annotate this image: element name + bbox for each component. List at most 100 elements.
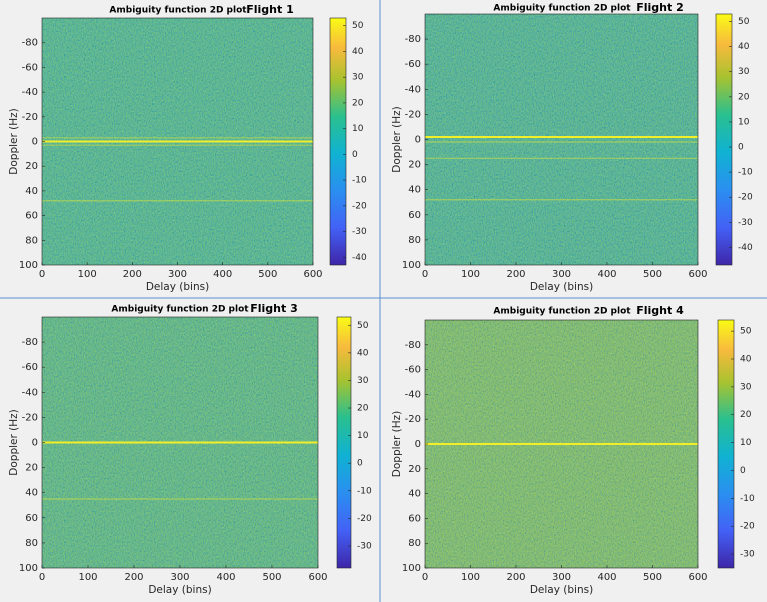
x-tick-label: 300 [168, 269, 187, 280]
colorbar-tick-label: -10 [738, 168, 753, 178]
colorbar-tick-label: 10 [740, 438, 752, 448]
colorbar-tick-label: -20 [352, 201, 367, 211]
y-tick-label: -60 [405, 365, 421, 376]
flight-label: Flight 1 [246, 3, 294, 16]
x-tick-label: 600 [688, 269, 707, 280]
x-tick-label: 100 [78, 572, 97, 583]
y-tick-label: 80 [25, 235, 38, 246]
y-tick-label: 0 [415, 439, 421, 450]
x-tick-label: 300 [552, 572, 571, 583]
chart-title: Ambiguity function 2D plot [493, 307, 631, 317]
colorbar-tick-label: 0 [740, 466, 746, 476]
x-tick-label: 500 [643, 572, 662, 583]
y-tick-label: -20 [22, 112, 38, 123]
y-axis-label: Doppler (Hz) [391, 411, 403, 477]
y-tick-label: 60 [25, 513, 38, 524]
x-tick-label: 0 [422, 572, 428, 583]
colorbar [329, 17, 347, 266]
y-tick-label: 100 [402, 563, 421, 574]
colorbar-tick-label: -30 [740, 550, 755, 560]
y-tick-label: 60 [408, 210, 421, 221]
colorbar [715, 13, 733, 266]
x-tick-label: 400 [597, 572, 616, 583]
y-tick-label: 40 [408, 185, 421, 196]
y-tick-label: -60 [22, 62, 38, 73]
y-axis-label: Doppler (Hz) [8, 409, 20, 475]
y-tick-label: 60 [25, 211, 38, 222]
y-tick-label: 20 [25, 463, 38, 474]
y-tick-label: -80 [22, 337, 38, 348]
y-tick-label: 20 [408, 464, 421, 475]
y-tick-label: 80 [25, 538, 38, 549]
colorbar-tick-label: 20 [738, 92, 750, 102]
colorbar-tick-label: -10 [352, 176, 367, 186]
x-tick-label: 500 [262, 572, 281, 583]
x-tick-label: 100 [461, 572, 480, 583]
x-tick-label: 400 [213, 269, 232, 280]
colorbar-tick-label: 10 [352, 124, 364, 134]
x-tick-label: 400 [216, 572, 235, 583]
x-tick-label: 0 [39, 269, 45, 280]
colorbar-tick-label: 30 [740, 382, 752, 392]
x-tick-label: 600 [303, 269, 322, 280]
colorbar-tick-label: -40 [352, 253, 367, 263]
x-tick-label: 400 [597, 269, 616, 280]
y-tick-label: 40 [25, 488, 38, 499]
y-tick-label: 100 [402, 260, 421, 271]
x-tick-label: 100 [78, 269, 97, 280]
x-tick-label: 0 [39, 572, 45, 583]
x-tick-label: 600 [308, 572, 327, 583]
colorbar-tick-label: -30 [352, 227, 367, 237]
y-tick-label: 80 [408, 235, 421, 246]
y-tick-label: -80 [22, 38, 38, 49]
y-tick-label: 0 [32, 137, 38, 148]
colorbar-tick-label: 50 [352, 21, 364, 31]
x-tick-label: 500 [258, 269, 277, 280]
y-axis-label: Doppler (Hz) [391, 106, 403, 172]
flight-label: Flight 2 [636, 1, 684, 14]
y-tick-label: -20 [22, 412, 38, 423]
x-axis-label: Delay (bins) [530, 281, 593, 293]
y-tick-label: 100 [19, 563, 38, 574]
x-tick-label: 200 [124, 572, 143, 583]
colorbar-tick-label: -20 [357, 514, 372, 524]
y-tick-label: 100 [19, 260, 38, 271]
y-tick-label: 40 [408, 489, 421, 500]
x-tick-label: 200 [123, 269, 142, 280]
x-axis-label: Delay (bins) [148, 584, 211, 596]
x-tick-label: 600 [688, 572, 707, 583]
y-axis-label: Doppler (Hz) [8, 108, 20, 174]
y-tick-label: -20 [405, 414, 421, 425]
chart-title: Ambiguity function 2D plot [111, 305, 249, 315]
y-tick-label: -40 [405, 84, 421, 95]
colorbar-tick-label: 0 [738, 143, 744, 153]
flight-label: Flight 4 [636, 304, 684, 317]
y-tick-label: -80 [405, 340, 421, 351]
x-axis-label: Delay (bins) [146, 281, 209, 293]
y-tick-label: -20 [405, 109, 421, 120]
colorbar-tick-label: 50 [357, 321, 369, 331]
colorbar-tick-label: 50 [738, 17, 750, 27]
x-tick-label: 500 [643, 269, 662, 280]
colorbar-tick-label: 40 [738, 42, 750, 52]
colorbar-tick-label: 0 [352, 150, 358, 160]
x-tick-label: 200 [506, 572, 525, 583]
x-tick-label: 300 [552, 269, 571, 280]
colorbar-tick-label: -10 [740, 494, 755, 504]
colorbar-tick-label: 0 [357, 459, 363, 469]
colorbar-tick-label: 20 [357, 404, 369, 414]
x-tick-label: 300 [170, 572, 189, 583]
y-tick-label: -40 [405, 389, 421, 400]
colorbar-tick-label: -20 [738, 193, 753, 203]
colorbar [717, 319, 735, 569]
y-tick-label: -60 [405, 59, 421, 70]
y-tick-label: -80 [405, 34, 421, 45]
y-tick-label: 80 [408, 538, 421, 549]
colorbar-tick-label: 20 [740, 410, 752, 420]
heatmap-noise [425, 14, 698, 265]
x-axis-label: Delay (bins) [530, 584, 593, 596]
colorbar-tick-label: 40 [352, 47, 364, 57]
colorbar-tick-label: 40 [357, 348, 369, 358]
colorbar-tick-label: 50 [740, 327, 752, 337]
